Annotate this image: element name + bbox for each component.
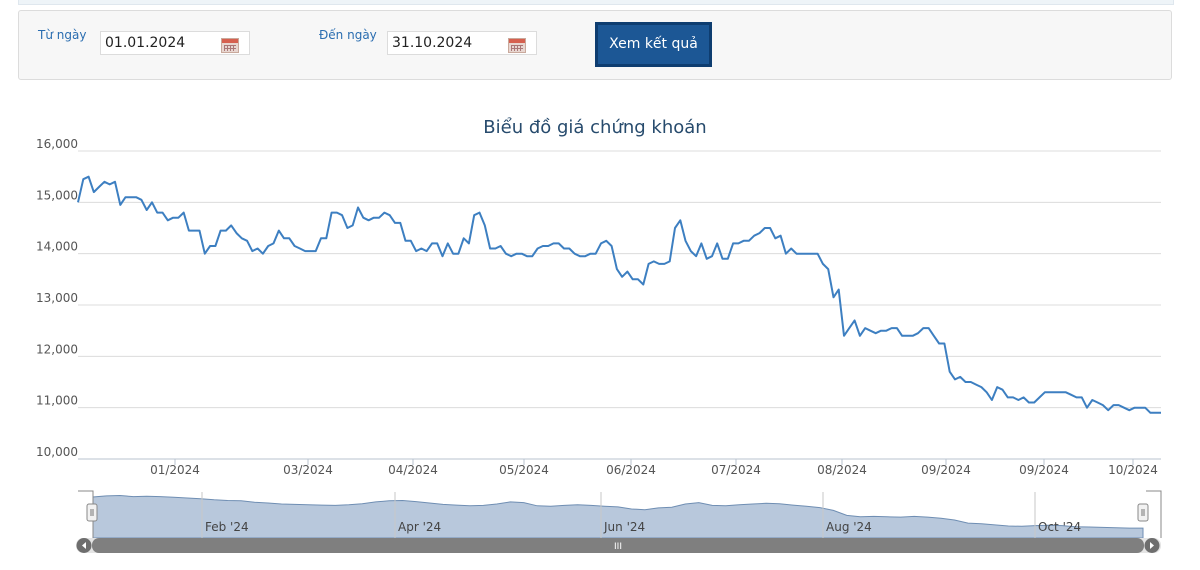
x-tick-label: 04/2024 [388,463,438,477]
navigator-label: Apr '24 [398,520,441,534]
from-date-label: Từ ngày [38,28,87,42]
calendar-icon[interactable] [221,38,239,53]
navigator[interactable]: Feb '24 Apr '24 Jun '24 Aug '24 Oct '24 [78,490,1162,539]
to-date-input[interactable]: 31.10.2024 [387,31,537,55]
x-tick-label: 10/2024 [1108,463,1158,477]
x-axis: 01/2024 03/2024 04/2024 05/2024 06/2024 07/20… [150,459,1158,477]
x-tick-label: 09/2024 [921,463,971,477]
navigator-labels: Feb '24 Apr '24 Jun '24 Aug '24 Oct '24 [201,492,1081,538]
x-tick-label: 09/2024 [1019,463,1069,477]
scrollbar-grip: III [614,542,622,552]
navigator-label: Aug '24 [826,520,872,534]
x-tick-label: 08/2024 [817,463,867,477]
navigator-label: Jun '24 [603,520,645,534]
navigator-right-handle[interactable] [1137,503,1149,522]
navigator-left-handle[interactable] [86,503,98,522]
price-series-line[interactable] [77,175,1161,414]
scrollbar-thumb[interactable] [92,538,1144,553]
from-date-input[interactable]: 01.01.2024 [100,31,250,55]
navigator-area [92,494,1144,539]
x-tick-label: 01/2024 [150,463,200,477]
y-tick-label: 13,000 [36,291,78,305]
navigator-left-edge [78,490,94,538]
arrow-left-icon [82,542,86,549]
x-tick-label: 07/2024 [711,463,761,477]
y-tick-label: 12,000 [36,342,78,356]
scrollbar[interactable]: III [76,538,1161,553]
to-date-value: 31.10.2024 [392,35,473,51]
x-tick-label: 05/2024 [499,463,549,477]
y-tick-label: 16,000 [36,137,78,151]
from-date-value: 01.01.2024 [105,35,186,51]
arrow-right-icon [1150,542,1154,549]
grid-lines [78,150,1161,460]
chart-title: Biểu đồ giá chứng khoán [483,117,706,138]
y-tick-label: 11,000 [36,394,78,408]
y-tick-label: 10,000 [36,445,78,459]
y-axis-labels: 10,000 11,000 12,000 13,000 14,000 15,000 16,0… [36,137,78,459]
y-tick-label: 14,000 [36,240,78,254]
x-tick-label: 03/2024 [283,463,333,477]
view-results-button[interactable]: Xem kết quả [595,22,712,67]
navigator-label: Oct '24 [1038,520,1081,534]
calendar-icon[interactable] [508,38,526,53]
to-date-label: Đến ngày [319,28,377,42]
x-tick-label: 06/2024 [606,463,656,477]
y-tick-label: 15,000 [36,188,78,202]
navigator-right-edge [1146,490,1162,538]
navigator-label: Feb '24 [205,520,249,534]
top-strip [18,0,1174,5]
